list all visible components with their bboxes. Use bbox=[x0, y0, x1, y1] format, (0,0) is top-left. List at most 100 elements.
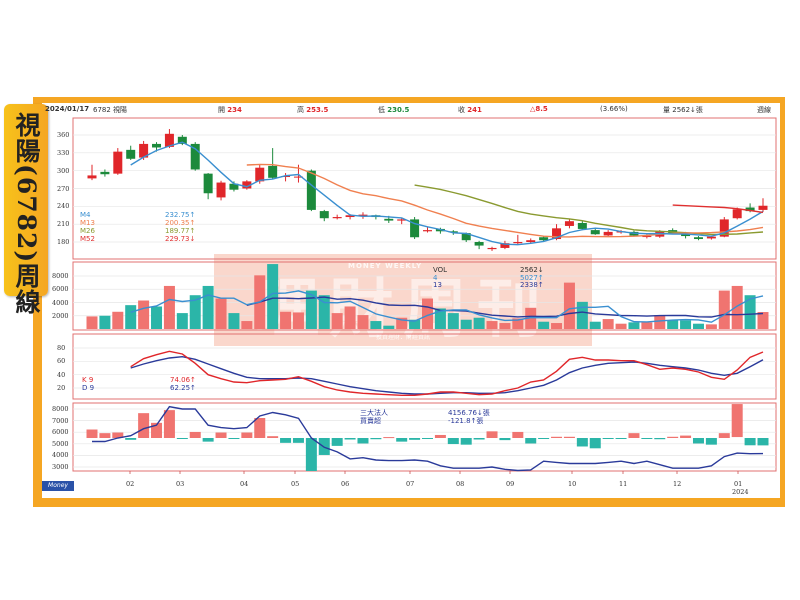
ma-legend-name: M52 bbox=[80, 235, 95, 243]
candle-body bbox=[564, 221, 574, 226]
candle-body bbox=[358, 214, 368, 216]
net-buy-sell-bar bbox=[434, 434, 446, 438]
net-buy-sell-bar bbox=[705, 438, 717, 445]
candle-body bbox=[758, 205, 768, 210]
net-buy-sell-bar bbox=[718, 433, 730, 438]
m13-line bbox=[246, 163, 764, 238]
net-buy-sell-bar bbox=[228, 438, 240, 439]
candle-body bbox=[681, 234, 691, 237]
open-label: 開 bbox=[218, 106, 225, 114]
candle-body bbox=[242, 181, 252, 189]
kd-legend-name: D 9 bbox=[82, 384, 95, 392]
x-tick-label: 02 bbox=[126, 480, 135, 488]
x-tick-label: 04 bbox=[240, 480, 249, 488]
net-buy-sell-bar bbox=[396, 438, 408, 442]
volume-bar bbox=[460, 319, 472, 329]
candle-body bbox=[423, 230, 432, 232]
net-buy-sell-bar bbox=[163, 410, 175, 438]
net-buy-sell-bar bbox=[473, 438, 485, 440]
candle-body bbox=[410, 219, 420, 238]
change-value: △8.5 bbox=[530, 105, 548, 113]
candle-body bbox=[100, 171, 110, 175]
candle-body bbox=[590, 230, 600, 235]
volume-bar bbox=[280, 311, 292, 329]
candle-body bbox=[281, 176, 291, 178]
volume-bar bbox=[331, 313, 343, 329]
y-tick-label: 210 bbox=[57, 220, 70, 229]
volume-bar bbox=[499, 323, 511, 329]
volume-bar bbox=[525, 307, 537, 329]
change-percent: (3.66%) bbox=[600, 105, 628, 113]
net-buy-sell-bar bbox=[731, 404, 743, 438]
d-line bbox=[130, 355, 764, 395]
volume-bar bbox=[512, 318, 524, 329]
volume-legend-value: 2338↑ bbox=[520, 281, 544, 289]
m52-line bbox=[672, 204, 764, 214]
net-buy-sell-bar bbox=[692, 438, 704, 444]
net-buy-sell-bar bbox=[305, 438, 317, 471]
high-value: 253.5 bbox=[306, 106, 329, 114]
x-tick-label: 07 bbox=[406, 480, 415, 488]
candle-body bbox=[693, 237, 703, 240]
volume-bar bbox=[228, 313, 240, 329]
net-buy-sell-bar bbox=[628, 433, 640, 438]
institutional-legend-value: 4156.76↓張 bbox=[448, 409, 490, 417]
period-label: 週線 bbox=[757, 106, 771, 114]
net-buy-sell-bar bbox=[215, 432, 227, 438]
y-tick-label: 330 bbox=[57, 148, 70, 157]
volume-bar bbox=[744, 295, 756, 329]
net-buy-sell-bar bbox=[551, 436, 563, 438]
net-buy-sell-bar bbox=[589, 438, 601, 449]
candle-body bbox=[577, 222, 587, 229]
title-tab bbox=[4, 104, 48, 296]
y-tick-label: 7000 bbox=[52, 416, 69, 425]
x-tick-label: 01 bbox=[734, 480, 743, 488]
volume-bar bbox=[731, 285, 743, 329]
close-value: 241 bbox=[467, 106, 482, 114]
institutional-legend-name: 三大法人 bbox=[360, 409, 388, 417]
volume-bar bbox=[551, 323, 563, 329]
y-tick-label: 300 bbox=[57, 166, 70, 175]
volume-bar bbox=[370, 321, 382, 329]
net-buy-sell-bar bbox=[615, 438, 627, 439]
x-tick-label: 09 bbox=[506, 480, 515, 488]
volume-bar bbox=[357, 315, 369, 329]
volume-bar bbox=[163, 285, 175, 329]
volume-bar bbox=[125, 305, 137, 329]
candle-body bbox=[487, 247, 497, 250]
candle-body bbox=[126, 149, 136, 159]
ma-legend-value: 229.73↓ bbox=[165, 235, 196, 243]
y-tick-label: 4000 bbox=[52, 298, 69, 307]
header-date: 2024/01/17 bbox=[45, 105, 90, 113]
net-buy-sell-bar bbox=[138, 413, 150, 438]
candle-body bbox=[293, 176, 303, 178]
volume-bar bbox=[215, 298, 227, 329]
panel-border bbox=[72, 402, 777, 472]
net-buy-sell-bar bbox=[344, 438, 356, 440]
y-tick-label: 6000 bbox=[52, 285, 69, 294]
net-buy-sell-bar bbox=[757, 438, 769, 446]
y-tick-label: 2000 bbox=[52, 311, 69, 320]
volume-bar bbox=[241, 321, 253, 329]
volume-bar bbox=[447, 313, 459, 329]
volume-bar bbox=[628, 322, 640, 329]
volume-legend-name: VOL bbox=[433, 266, 448, 274]
candle-body bbox=[474, 242, 484, 246]
volume-bar bbox=[641, 322, 653, 329]
y-tick-label: 240 bbox=[57, 202, 70, 211]
x-tick-label: 11 bbox=[619, 480, 628, 488]
volume-bar bbox=[589, 321, 601, 329]
volume-bar bbox=[576, 301, 588, 329]
net-buy-sell-bar bbox=[538, 438, 550, 439]
ma-legend-value: 200.35↑ bbox=[165, 219, 196, 227]
ma-legend-name: M13 bbox=[80, 219, 95, 227]
close-label: 收 bbox=[458, 106, 465, 114]
candle-body bbox=[539, 237, 549, 241]
candle-body bbox=[268, 165, 278, 178]
volume-bar bbox=[473, 317, 485, 329]
volume-bar bbox=[383, 325, 395, 329]
holdings-line bbox=[92, 405, 764, 472]
candle-body bbox=[384, 218, 394, 221]
net-buy-sell-bar bbox=[460, 438, 472, 445]
